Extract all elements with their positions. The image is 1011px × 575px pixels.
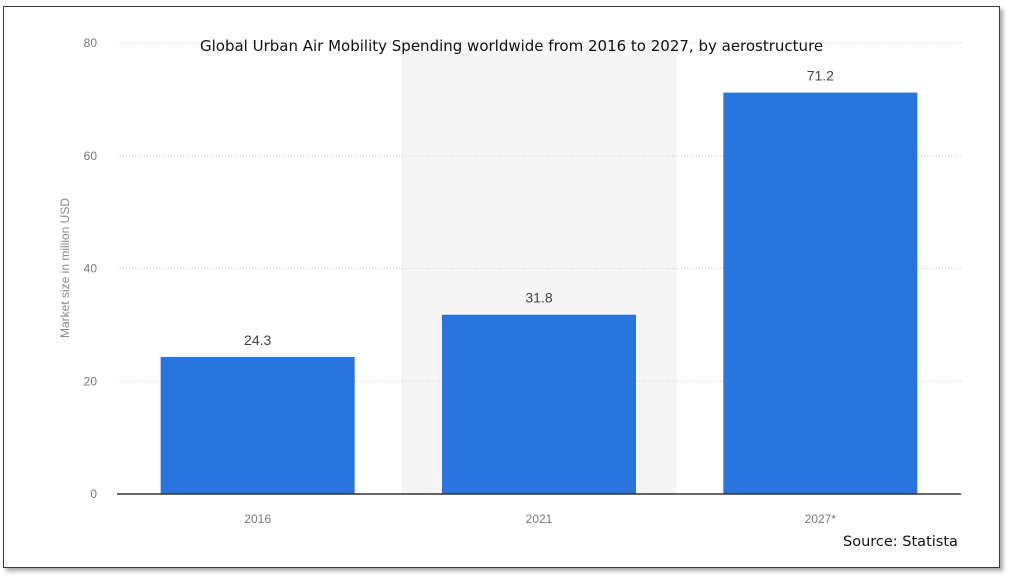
y-axis-title: Market size in million USD bbox=[58, 198, 72, 338]
y-tick-label: 80 bbox=[84, 36, 98, 50]
data-label: 31.8 bbox=[525, 290, 552, 306]
y-tick-label: 60 bbox=[84, 149, 98, 163]
y-tick-label: 0 bbox=[90, 487, 97, 501]
x-tick-label: 2021 bbox=[526, 512, 553, 526]
x-tick-label: 2016 bbox=[244, 512, 271, 526]
chart-title: Global Urban Air Mobility Spending world… bbox=[200, 37, 824, 55]
y-tick-label: 20 bbox=[84, 374, 98, 388]
data-label: 71.2 bbox=[807, 68, 834, 84]
source-note: Source: Statista bbox=[843, 534, 958, 550]
bar bbox=[442, 314, 636, 494]
data-label: 24.3 bbox=[244, 332, 271, 348]
x-tick-label: 2027* bbox=[805, 512, 837, 526]
y-tick-label: 40 bbox=[84, 262, 98, 276]
bar bbox=[723, 92, 918, 495]
bar bbox=[160, 357, 355, 494]
